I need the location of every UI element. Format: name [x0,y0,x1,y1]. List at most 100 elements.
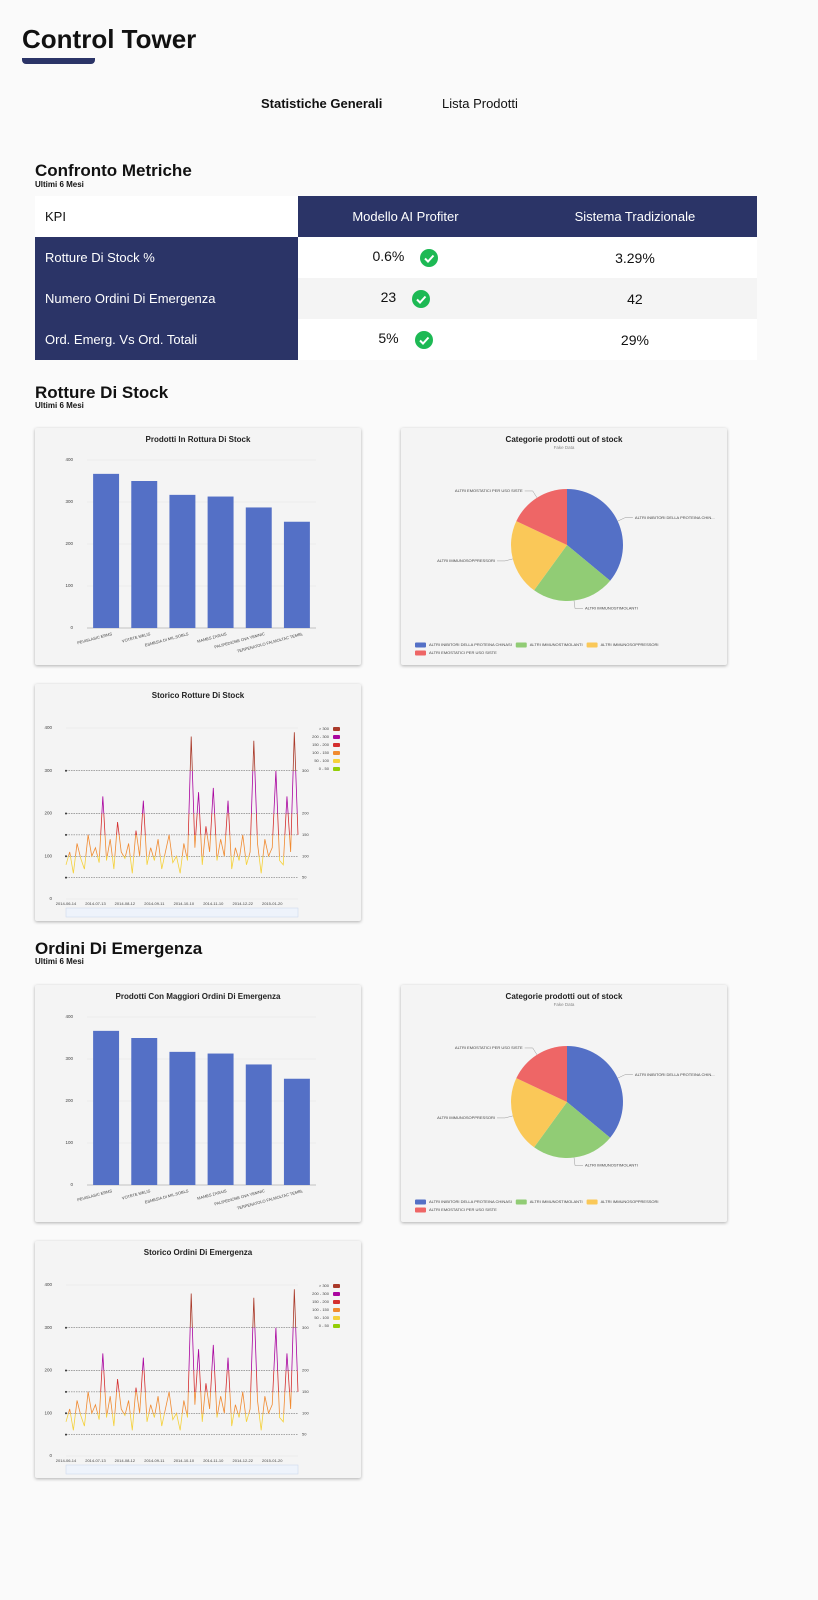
bar [169,494,196,628]
section-title: Rotture Di Stock [35,383,169,402]
slice-label: ALTRI INIBITORI DELLA PROTEINA CHIN... [635,1072,715,1077]
tab[interactable]: Statistiche Generali [261,96,383,111]
bar [93,473,120,628]
legend-swatch [415,642,426,648]
x-tick-label: 2015-01-20 [262,901,283,906]
legend-swatch [415,1199,426,1205]
y-tick-label: 0 [49,1453,52,1458]
mark-line-label: 50 [302,875,307,880]
chart-title: Categorie prodotti out of stock [506,435,623,444]
chart-title: Storico Ordini Di Emergenza [144,1248,253,1257]
legend-label: 200 - 300 [312,734,330,739]
legend-swatch [333,1300,340,1304]
legend-label: 0 - 50 [319,766,330,771]
mark-line-label: 150 [302,1389,309,1394]
y-tick-label: 200 [44,811,52,816]
x-tick-label: 2014-06-14 [56,1458,77,1463]
series-line [65,1289,299,1431]
y-tick-label: 0 [49,896,52,901]
mark-line-label: 300 [302,768,309,773]
chart: Prodotti Con Maggiori Ordini Di Emergenz… [65,992,316,1211]
y-tick-label: 100 [65,1140,73,1145]
y-tick-label: 100 [44,853,52,858]
mark-dot [65,876,67,879]
mark-line-label: 200 [302,811,309,816]
x-tick-label: PEVISLASIC ERMS [77,631,113,645]
x-tick-label: 2014-12-22 [233,901,254,906]
legend-label: ALTRI IMMUNOSOPPRESSORI [601,642,659,647]
y-tick-label: 0 [70,625,73,630]
slice-label: ALTRI IMMUNOSOPPRESSORI [437,1115,495,1120]
y-tick-label: 300 [65,1056,73,1061]
legend-label: ALTRI EMOSTATICI PER USO SISTE [429,650,497,655]
legend-swatch [515,1199,527,1205]
chart-subtitle: Fake Data [554,445,575,450]
legend-label: ALTRI IMMUNOSOPPRESSORI [601,1199,659,1204]
mark-line-label: 100 [302,1410,309,1415]
legend-label: 150 - 200 [312,742,330,747]
legend-label: ALTRI IMMUNOSTIMOLANTI [530,1199,583,1204]
x-tick-label: 2014-09-11 [144,1458,165,1463]
mark-line-label: 50 [302,1432,307,1437]
x-tick-label: TERPENATOLO FALMOLTAC TEMBL [236,631,304,654]
x-tick-label: 2014-10-10 [174,901,195,906]
tab[interactable]: Lista Prodotti [442,96,518,111]
check-icon [420,248,439,267]
kpi-cell: Ord. Emerg. Vs Ord. Totali [35,319,298,360]
header-cell: Modello AI Profiter [298,196,513,237]
legend-swatch [515,642,527,648]
legend-swatch [333,759,340,763]
legend-swatch [333,1284,340,1288]
y-tick-label: 200 [65,1098,73,1103]
legend-label: ALTRI EMOSTATICI PER USO SISTE [429,1207,497,1212]
legend-label: ALTRI INIBITORI DELLA PROTEINA CHINASI [429,1199,512,1204]
chart: Storico Rotture Di Stock 0 100 200 300 400 50 1… [44,691,340,918]
header-cell: Sistema Tradizionale [512,196,757,237]
check-icon [414,330,433,349]
mark-dot [65,1412,67,1415]
section-subtitle: Ultimi 6 Mesi [35,401,84,410]
pie-slice [516,489,567,545]
legend-swatch [333,1316,340,1320]
x-tick-label: 2014-09-11 [144,901,165,906]
value: 5% [378,330,399,347]
chart-card: Prodotti Con Maggiori Ordini Di Emergenz… [35,985,361,1222]
bar [207,1053,234,1185]
legend-swatch [333,767,340,771]
mark-dot [65,769,67,772]
legend-label: ALTRI INIBITORI DELLA PROTEINA CHINASI [429,642,512,647]
legend-label: > 300 [319,726,330,731]
legend-label: 100 - 150 [312,750,330,755]
legend-swatch [333,735,340,739]
label-line [573,600,584,609]
x-tick-label: 2014-08-12 [115,1458,136,1463]
value: 0.6% [372,248,405,265]
bar [131,1038,158,1185]
value-cell: 42 [512,278,757,319]
label-line [573,1157,584,1166]
y-tick-label: 400 [44,725,52,730]
mark-line-label: 200 [302,1368,309,1373]
legend-swatch [333,1308,340,1312]
pie-slice [534,1102,611,1158]
x-tick-label: PEVISLASIC ERMS [77,1188,113,1202]
legend-label: 50 - 100 [314,758,329,763]
pie-slice [567,1046,623,1138]
x-tick-label: 2014-12-22 [233,1458,254,1463]
pie-slice [567,489,623,581]
slice-label: ALTRI IMMUNOSOPPRESSORI [437,558,495,563]
pie-slice [516,1046,567,1102]
x-tick-label: 2014-10-10 [174,1458,195,1463]
chart-title: Categorie prodotti out of stock [506,992,623,1001]
check-icon [412,289,431,308]
legend-swatch [415,1207,426,1213]
mark-line-label: 150 [302,832,309,837]
y-tick-label: 100 [65,583,73,588]
bar [245,1064,272,1185]
bar [245,507,272,628]
chart-card: Categorie prodotti out of stock Fake Data… [401,428,727,665]
bar [169,1051,196,1185]
series-line [65,732,299,874]
legend-label: > 300 [319,1283,330,1288]
